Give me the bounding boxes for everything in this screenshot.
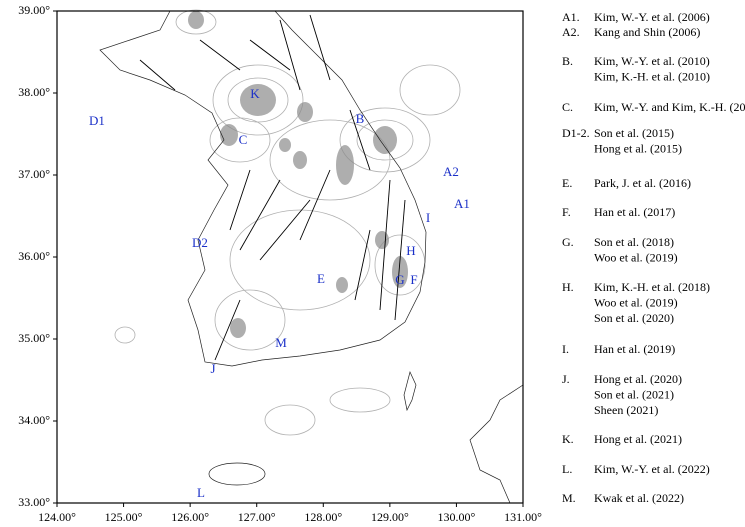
region-label: D2 <box>192 235 208 250</box>
legend-reference: Son et al. (2015) <box>594 126 674 140</box>
region-label: H <box>406 243 415 258</box>
legend-reference: Woo et al. (2019) <box>594 250 678 264</box>
legend-key: B. <box>562 54 573 68</box>
region-label: D1 <box>89 113 105 128</box>
x-tick-label: 124.00° <box>38 510 76 524</box>
region-label: E <box>317 271 325 286</box>
legend-key: H. <box>562 280 574 294</box>
region-label: A1 <box>454 196 470 211</box>
legend-reference: Sheen (2021) <box>594 403 658 417</box>
legend-reference: Hong et al. (2021) <box>594 432 682 446</box>
legend-reference: Kwak et al. (2022) <box>594 491 684 505</box>
region-label: I <box>426 210 430 225</box>
region-label: B <box>356 111 365 126</box>
y-tick-label: 36.00° <box>18 249 50 263</box>
legend-reference: Son et al. (2018) <box>594 235 674 249</box>
x-tick-label: 131.00° <box>504 510 542 524</box>
legend-reference: Kim, W.-Y. et al. (2006) <box>594 10 710 24</box>
legend-key: C. <box>562 100 573 114</box>
legend-reference: Kim, K.-H. et al. (2018) <box>594 280 710 294</box>
y-tick-label: 33.00° <box>18 495 50 509</box>
x-tick-label: 125.00° <box>105 510 143 524</box>
y-tick-label: 35.00° <box>18 331 50 345</box>
y-tick-label: 34.00° <box>18 413 50 427</box>
legend-key: A1. <box>562 10 580 24</box>
region-label: C <box>239 132 248 147</box>
legend-key: D1-2. <box>562 126 590 140</box>
legend-reference: Park, J. et al. (2016) <box>594 176 691 190</box>
legend-reference: Han et al. (2019) <box>594 342 675 356</box>
map-art <box>99 9 524 504</box>
legend-key: I. <box>562 342 569 356</box>
legend-reference: Kim, K.-H. et al. (2010) <box>594 69 710 83</box>
x-tick-label: 127.00° <box>238 510 276 524</box>
legend-reference: Kim, W.-Y. and Kim, K.-H. (2014) <box>594 100 745 114</box>
legend-reference: Kim, W.-Y. et al. (2022) <box>594 462 710 476</box>
legend-reference: Kang and Shin (2006) <box>594 25 700 39</box>
x-tick-label: 128.00° <box>304 510 342 524</box>
region-label: K <box>250 86 260 101</box>
y-tick-label: 38.00° <box>18 85 50 99</box>
legend-reference: Hong et al. (2020) <box>594 372 682 386</box>
y-tick-label: 39.00° <box>18 3 50 17</box>
legend-key: M. <box>562 491 576 505</box>
region-label: L <box>197 485 205 500</box>
legend-reference: Kim, W.-Y. et al. (2010) <box>594 54 710 68</box>
legend-key: G. <box>562 235 574 249</box>
legend-key: E. <box>562 176 572 190</box>
legend-reference: Son et al. (2020) <box>594 311 674 325</box>
x-tick-label: 126.00° <box>171 510 209 524</box>
legend-key: K. <box>562 432 574 446</box>
region-label: A2 <box>443 164 459 179</box>
x-tick-label: 129.00° <box>371 510 409 524</box>
legend-reference: Han et al. (2017) <box>594 205 675 219</box>
legend-key: A2. <box>562 25 580 39</box>
legend-key: J. <box>562 372 570 386</box>
legend-reference: Woo et al. (2019) <box>594 295 678 309</box>
region-label: G <box>395 272 404 287</box>
legend-key: F. <box>562 205 571 219</box>
y-tick-label: 37.00° <box>18 167 50 181</box>
legend-reference: Son et al. (2021) <box>594 387 674 401</box>
x-tick-label: 130.00° <box>438 510 476 524</box>
map-frame <box>56 10 524 504</box>
region-label: J <box>210 361 215 376</box>
legend-reference: Hong et al. (2015) <box>594 141 682 155</box>
legend-key: L. <box>562 462 572 476</box>
region-label: M <box>275 335 287 350</box>
region-label: F <box>410 272 417 287</box>
